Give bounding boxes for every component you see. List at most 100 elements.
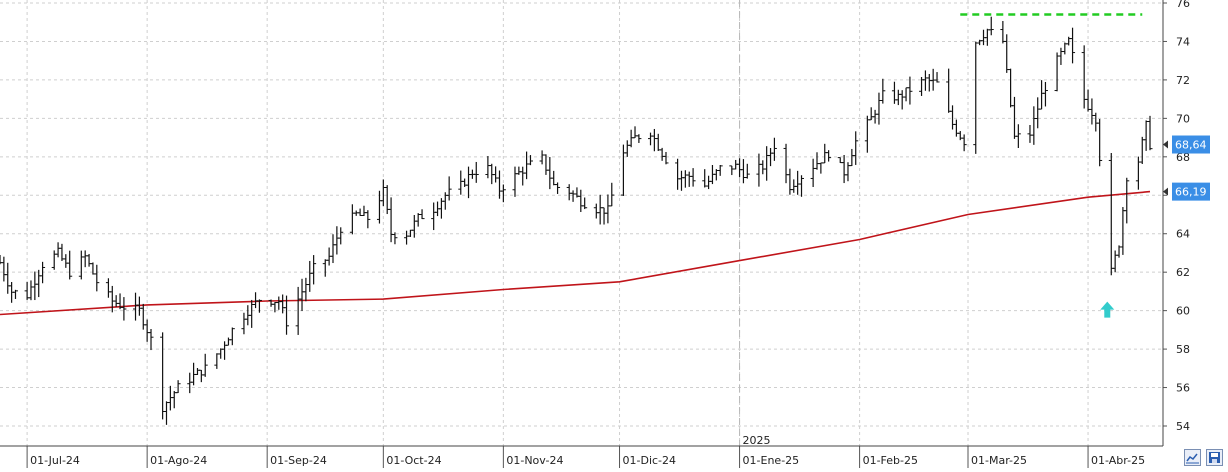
price-bar: [32, 271, 38, 301]
price-bar: [462, 178, 468, 187]
price-bar: [1124, 177, 1130, 224]
price-bar: [419, 209, 425, 220]
price-bar: [1085, 89, 1091, 112]
y-tick-label: 62: [1176, 266, 1190, 279]
price-bar: [946, 68, 952, 113]
price-bar: [950, 105, 956, 130]
price-badge-pointer: [1163, 140, 1168, 149]
price-bar: [113, 295, 119, 307]
moving-average-line: [0, 190, 1151, 316]
price-bar: [28, 280, 34, 301]
price-bar: [489, 163, 495, 185]
price-bar: [609, 182, 615, 207]
price-bar: [648, 132, 654, 146]
price-bar: [256, 299, 262, 313]
price-bar: [175, 380, 181, 394]
price-bar: [82, 250, 88, 268]
price-bar: [218, 348, 224, 359]
price-bar: [1058, 47, 1064, 65]
price-bar: [307, 260, 313, 292]
price-bar: [473, 161, 479, 183]
price-bar: [706, 175, 712, 190]
price-bar: [222, 341, 228, 360]
price-badge: 68,64: [1163, 135, 1210, 154]
price-bar: [771, 137, 777, 161]
price-badge-label: 68,64: [1175, 139, 1207, 152]
price-bar: [566, 184, 572, 201]
price-bar: [322, 259, 328, 277]
price-bar: [311, 255, 317, 285]
price-bar: [1108, 153, 1114, 276]
price-bar: [63, 254, 69, 268]
price-bar: [109, 285, 115, 313]
price-bar: [133, 292, 139, 321]
price-bar: [961, 134, 967, 152]
price-bar: [756, 153, 762, 187]
price-bar: [655, 133, 661, 151]
y-tick-label: 68: [1176, 151, 1190, 164]
price-bar: [225, 337, 231, 346]
price-bar: [783, 143, 789, 184]
price-bar: [446, 176, 452, 201]
price-bar: [543, 154, 549, 175]
price-bar: [675, 158, 681, 190]
price-bar: [841, 154, 847, 184]
price-badge-box: [1172, 135, 1210, 154]
price-bar: [620, 144, 626, 196]
price-bar: [160, 332, 166, 420]
up-arrow-marker: [1100, 301, 1115, 318]
price-bar: [36, 269, 42, 298]
price-bar: [605, 194, 611, 224]
price-bar: [795, 170, 801, 195]
y-tick-label: 56: [1176, 382, 1190, 395]
y-tick-label: 76: [1176, 0, 1190, 10]
price-bar: [485, 156, 491, 179]
price-bar: [593, 203, 599, 219]
y-tick-label: 72: [1176, 74, 1190, 87]
annotations-layer: 68,64 66,19: [960, 13, 1210, 318]
price-bar: [1143, 120, 1149, 151]
price-bar: [140, 303, 146, 330]
chart-icon[interactable]: [1184, 449, 1201, 466]
price-bar: [121, 297, 127, 321]
price-bar: [651, 128, 657, 152]
price-bar: [512, 166, 518, 197]
price-bar: [787, 168, 793, 195]
x-tick-label: 01-Ago-24: [150, 454, 207, 467]
price-bar: [682, 170, 688, 188]
price-bar: [845, 162, 851, 182]
price-bar: [516, 166, 522, 175]
price-bar: [814, 152, 820, 170]
price-bar: [601, 207, 607, 225]
price-bar: [953, 119, 959, 137]
price-bar: [198, 369, 204, 383]
price-bar: [891, 81, 897, 104]
price-bar: [349, 204, 355, 235]
price-bar: [94, 264, 100, 292]
price-bar: [380, 179, 386, 207]
price-bar: [1027, 124, 1033, 143]
price-bar: [241, 312, 247, 335]
price-bar: [214, 353, 220, 369]
price-bar: [678, 170, 684, 191]
price-bar: [547, 157, 553, 190]
price-bar: [624, 140, 630, 157]
price-bar: [922, 70, 928, 91]
y-tick-label: 74: [1176, 35, 1190, 48]
price-bar: [458, 170, 464, 195]
x-tick-label: 01-Nov-24: [506, 454, 563, 467]
price-bar: [40, 261, 46, 284]
price-bar: [524, 151, 530, 180]
price-badge: 66,19: [1163, 182, 1210, 201]
price-bar: [570, 190, 576, 202]
price-badge-label: 66,19: [1175, 186, 1207, 199]
price-bar: [690, 168, 696, 187]
price-bar: [810, 158, 816, 187]
y-tick-label: 64: [1176, 228, 1190, 241]
price-bar: [148, 329, 154, 351]
price-bar: [59, 243, 65, 261]
price-bar: [431, 202, 437, 231]
price-bar: [555, 182, 561, 194]
save-icon[interactable]: [1206, 449, 1223, 466]
